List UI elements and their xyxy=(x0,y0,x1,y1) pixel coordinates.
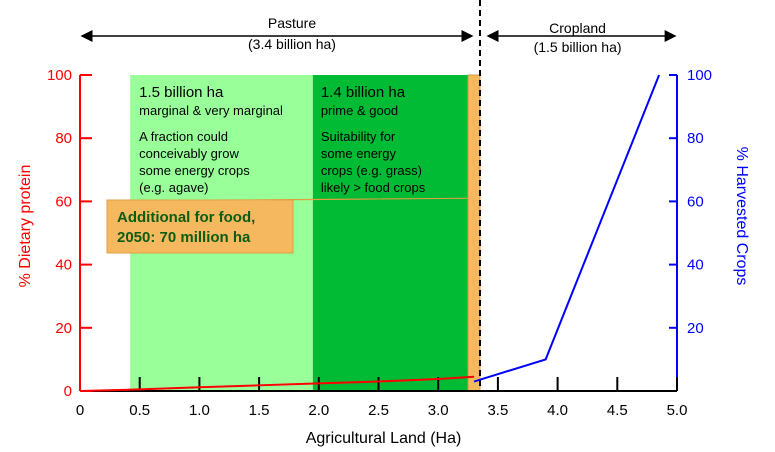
marginal-band-title: 1.5 billion ha xyxy=(139,84,224,101)
left-y-tick-label: 80 xyxy=(55,130,72,147)
x-tick-label: 2.0 xyxy=(308,402,329,419)
cropland-area-label: (1.5 billion ha) xyxy=(534,39,622,55)
right-y-axis-title: % Harvested Crops xyxy=(733,147,750,286)
left-y-tick-label: 100 xyxy=(47,67,72,84)
prime-band-title: 1.4 billion ha xyxy=(321,84,406,101)
prime-band-note-line: likely > food crops xyxy=(321,180,426,195)
prime-band-note-line: some energy xyxy=(321,146,397,161)
right-y-tick-label: 40 xyxy=(687,257,704,274)
x-tick-label: 3.5 xyxy=(487,402,508,419)
left-y-tick-label: 40 xyxy=(55,257,72,274)
right-y-tick-label: 100 xyxy=(687,67,712,84)
series-layer xyxy=(79,74,661,392)
pasture-label: Pasture xyxy=(268,15,316,31)
x-tick-label: 0.5 xyxy=(129,402,150,419)
cropland-label: Cropland xyxy=(549,20,606,36)
pasture-area-label: (3.4 billion ha) xyxy=(248,36,336,52)
prime-band-note-line: crops (e.g. grass) xyxy=(321,163,422,178)
marginal-band-note-line: A fraction could xyxy=(139,129,228,144)
food-additional-band xyxy=(467,74,481,392)
left-y-tick-label: 0 xyxy=(64,383,72,400)
x-tick-label: 2.5 xyxy=(368,402,389,419)
x-tick-label: 0 xyxy=(76,402,84,419)
marginal-band-note-line: (e.g. agave) xyxy=(139,180,208,195)
x-tick-label: 4.5 xyxy=(607,402,628,419)
x-tick-label: 5.0 xyxy=(667,402,688,419)
right-y-tick-label: 80 xyxy=(687,130,704,147)
prime-band-subtitle: prime & good xyxy=(321,103,398,118)
left-y-tick-label: 20 xyxy=(55,320,72,337)
x-tick-label: 3.0 xyxy=(428,402,449,419)
callout-text-line: 2050: 70 million ha xyxy=(117,229,251,246)
marginal-band-subtitle: marginal & very marginal xyxy=(139,103,283,118)
food-callout-box xyxy=(106,197,469,254)
x-axis-title: Agricultural Land (Ha) xyxy=(306,430,462,447)
x-tick-label: 1.5 xyxy=(249,402,270,419)
x-tick-label: 4.0 xyxy=(547,402,568,419)
series-right-line xyxy=(473,74,661,383)
x-tick-label: 1.0 xyxy=(189,402,210,419)
marginal-band-note-line: conceivably grow xyxy=(139,146,239,161)
series-left-line xyxy=(79,375,475,392)
prime-band-note-line: Suitability for xyxy=(321,129,396,144)
left-y-axis-title: % Dietary protein xyxy=(17,165,34,288)
right-y-tick-label: 20 xyxy=(687,320,704,337)
prime-land-band xyxy=(312,75,469,391)
marginal-band-note-line: some energy crops xyxy=(139,163,250,178)
right-y-tick-label: 60 xyxy=(687,193,704,210)
left-y-tick-label: 60 xyxy=(55,193,72,210)
callout-text-line: Additional for food, xyxy=(117,209,255,226)
